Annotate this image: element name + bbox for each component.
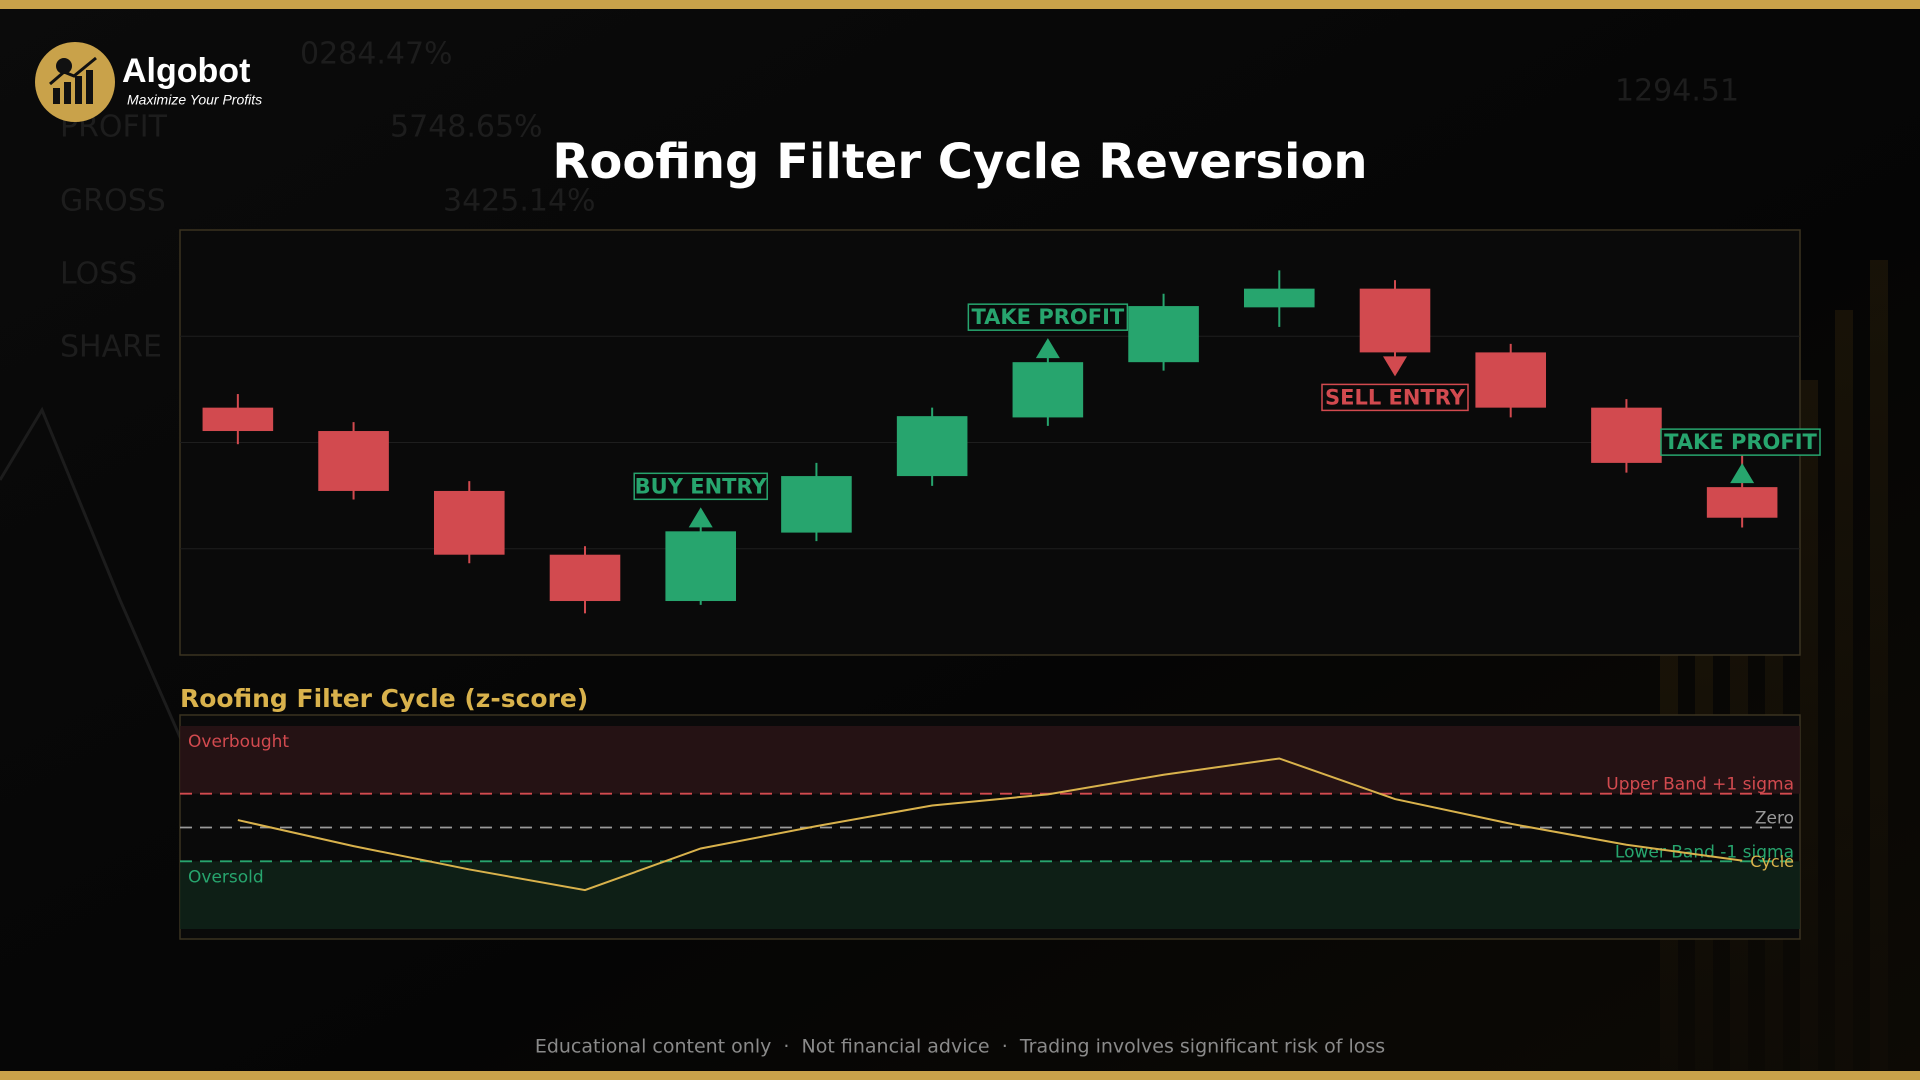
price-chart: BUY ENTRY TAKE PROFIT SELL ENTRY TAKE PROFI…: [180, 270, 1821, 614]
candle-body: [781, 476, 852, 533]
panel-title: Roofing Filter Cycle (z-score): [180, 684, 588, 713]
zone-label: Overbought: [188, 732, 289, 752]
candle-body: [1243, 288, 1315, 308]
signal-arrow: [1730, 463, 1755, 484]
candle-body: [1591, 407, 1662, 463]
candle-body: [549, 554, 621, 602]
tagline: Maximize Your Profits: [127, 92, 262, 108]
legend-label: Cycle: [1750, 852, 1794, 871]
signal-arrow: [1383, 356, 1407, 377]
backdrop-item: 1294.51: [1615, 74, 1739, 109]
candle-body: [318, 431, 389, 491]
candle-body: [896, 416, 968, 477]
oscillator-chart: Overbought Oversold Upper Band +1 sigma Zer…: [180, 726, 1800, 929]
candle-body: [202, 407, 274, 432]
backdrop-item: GROSS: [60, 184, 166, 219]
candle-body: [1128, 306, 1199, 363]
footer: Educational content only · Not financial…: [535, 1036, 1385, 1058]
signal-label-box: [1321, 383, 1469, 412]
signal-label-box: [1660, 428, 1821, 456]
candle-body: [433, 490, 505, 555]
signal-label-box: [967, 303, 1129, 331]
candle-body: [1475, 352, 1547, 408]
band-label: Zero: [1755, 809, 1794, 829]
zone-label: Oversold: [188, 867, 264, 887]
brand: Algobot: [122, 52, 250, 90]
signal-label: TAKE PROFIT: [1664, 430, 1817, 454]
oversold-zone: [180, 861, 1800, 929]
backdrop-text: 0284.47%PROFIT 5748.65%GROSS 3425.14%LOSSS…: [60, 37, 1739, 365]
signal-arrow: [1035, 338, 1060, 359]
backdrop-item: LOSS: [60, 257, 137, 292]
signal-label-box: [633, 472, 768, 501]
signal-label: TAKE PROFIT: [971, 305, 1124, 329]
overbought-zone: [180, 726, 1800, 794]
signal-arrow: [688, 507, 713, 528]
backdrop-item: 3425.14%: [443, 184, 596, 219]
signal-label: SELL ENTRY: [1325, 385, 1466, 409]
backdrop-item: 5748.65%: [390, 110, 543, 145]
backdrop-item: SHARE: [60, 330, 162, 365]
candle-body: [1706, 487, 1778, 518]
candle-body: [665, 531, 737, 602]
chart-title: Roofing Filter Cycle Reversion: [552, 134, 1367, 190]
band-label: Lower Band -1 sigma: [1615, 842, 1794, 862]
candle-body: [1012, 362, 1084, 418]
candle-body: [1359, 288, 1431, 353]
band-label: Upper Band +1 sigma: [1606, 775, 1794, 795]
signal-label: BUY ENTRY: [635, 474, 768, 498]
backdrop-item: 0284.47%: [300, 37, 453, 72]
logo: Algobot Maximize Your Profits: [35, 42, 262, 122]
top-border: [0, 0, 1920, 9]
bottom-border: [0, 1071, 1920, 1080]
cycle-line: [237, 757, 1743, 892]
